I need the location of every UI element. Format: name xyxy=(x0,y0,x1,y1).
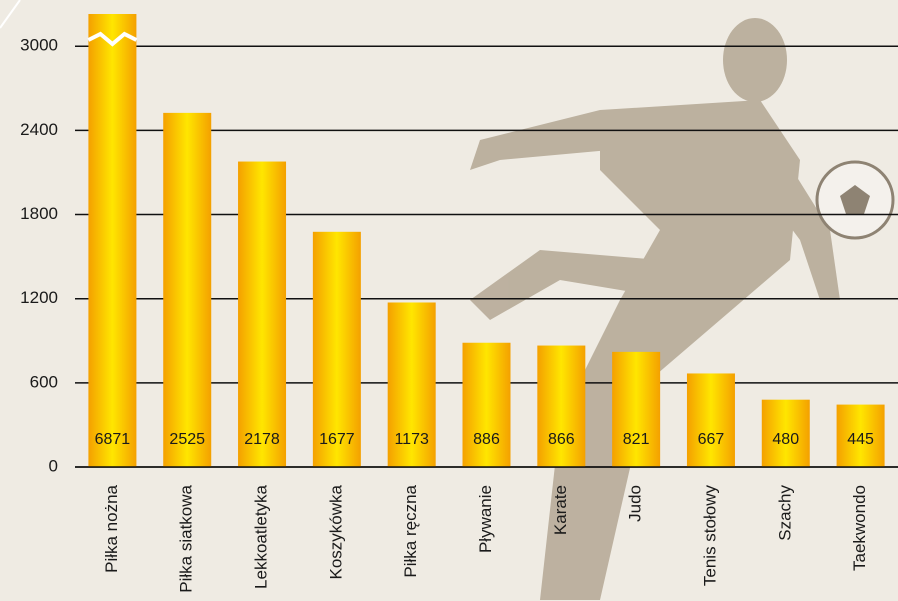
value-label: 2525 xyxy=(169,431,205,448)
value-label: 886 xyxy=(473,431,500,448)
x-tick-label: Szachy xyxy=(775,485,794,541)
value-label: 2178 xyxy=(244,431,280,448)
bar xyxy=(687,373,735,467)
x-tick-label: Taekwondo xyxy=(850,485,869,571)
x-tick-label: Piłka nożna xyxy=(102,484,121,572)
y-tick-label: 1200 xyxy=(20,288,58,307)
bar xyxy=(463,343,511,467)
bar xyxy=(238,162,286,467)
bar xyxy=(163,113,211,467)
value-label: 445 xyxy=(847,431,874,448)
value-label: 667 xyxy=(698,431,725,448)
value-label: 866 xyxy=(548,431,575,448)
chart: 0 600 1200 1800 2400 3000 Piłka nożna 6871 Piłka… xyxy=(0,0,898,601)
x-tick-label: Piłka ręczna xyxy=(401,484,420,577)
value-label: 1173 xyxy=(394,431,429,448)
x-tick-label: Tenis stołowy xyxy=(700,485,719,587)
y-tick-label: 1800 xyxy=(20,204,58,223)
x-tick-label: Piłka siatkowa xyxy=(177,484,196,592)
value-label: 480 xyxy=(772,431,799,448)
y-tick-label: 600 xyxy=(30,372,58,391)
x-tick-label: Lekkoatletyka xyxy=(252,484,271,588)
y-tick-label: 2400 xyxy=(20,120,58,139)
bar xyxy=(612,352,660,467)
value-label: 6871 xyxy=(95,431,131,448)
y-tick-label: 0 xyxy=(49,456,58,475)
value-label: 1677 xyxy=(319,431,355,448)
x-tick-label: Koszykówka xyxy=(326,484,345,579)
ball xyxy=(817,162,893,238)
x-tick-label: Pływanie xyxy=(476,485,495,553)
y-tick-label: 3000 xyxy=(20,36,58,55)
bar xyxy=(537,346,585,467)
x-tick-label: Karate xyxy=(551,485,570,535)
x-tick-label: Judo xyxy=(626,485,645,522)
bar xyxy=(88,0,136,467)
value-label: 821 xyxy=(623,431,650,448)
